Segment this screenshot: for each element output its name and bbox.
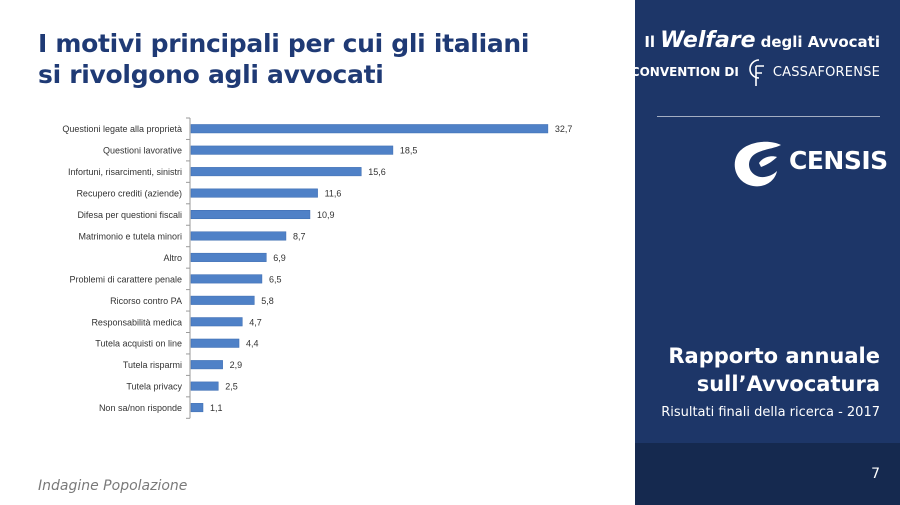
cassaforense-name: CASSAFORENSE — [772, 64, 880, 80]
value-label: 15,6 — [368, 167, 386, 177]
value-label: 4,4 — [246, 339, 259, 349]
welfare-brand: Il Welfare degli Avvocati — [644, 28, 880, 53]
category-label: Infortuni, risarcimenti, sinistri — [68, 167, 182, 177]
value-label: 6,9 — [273, 253, 286, 263]
category-label: Matrimonio e tutela minori — [78, 231, 182, 241]
category-label: Tutela acquisti on line — [95, 339, 182, 349]
value-label: 5,8 — [261, 296, 274, 306]
report-title: Rapporto annuale sull’Avvocatura — [668, 342, 880, 398]
sidebar-panel: Il Welfare degli Avvocati CONVENTION DI … — [631, 0, 900, 505]
bar — [190, 188, 318, 198]
bar — [190, 145, 394, 155]
value-label: 11,6 — [325, 189, 342, 199]
page-number: 7 — [871, 466, 880, 482]
bar — [190, 274, 263, 284]
bar — [190, 252, 267, 262]
category-label: Recupero crediti (aziende) — [76, 189, 182, 199]
slide-title: I motivi principali per cui gli italiani… — [38, 28, 598, 90]
sidebar-bottom-band — [635, 443, 900, 505]
bar — [190, 403, 204, 413]
bar-chart: Questioni legate alla proprietà 32,7 Quest… — [62, 117, 573, 419]
value-label: 4,7 — [249, 317, 262, 327]
report-title-line2: sull’Avvocatura — [696, 372, 880, 396]
bar — [190, 381, 219, 391]
bar — [190, 338, 240, 348]
bar — [190, 231, 287, 241]
category-label: Non sa/non risponde — [99, 403, 182, 413]
convention-line: CONVENTION DI CASSAFORENSE — [631, 57, 880, 87]
category-label: Difesa per questioni fiscali — [77, 210, 182, 220]
category-label: Problemi di carattere penale — [69, 274, 182, 284]
category-label: Ricorso contro PA — [110, 296, 182, 306]
bar — [190, 124, 549, 134]
bar — [190, 210, 311, 220]
value-label: 6,5 — [269, 274, 282, 284]
censis-name: CENSIS — [789, 145, 888, 175]
value-label: 2,9 — [230, 360, 243, 370]
value-label: 1,1 — [210, 403, 223, 413]
bar — [190, 295, 255, 305]
value-label: 32,7 — [555, 124, 573, 134]
category-label: Questioni legate alla proprietà — [62, 124, 182, 134]
category-label: Tutela risparmi — [123, 360, 182, 370]
bar — [190, 167, 362, 177]
bar — [190, 317, 243, 327]
brand-name: Welfare — [660, 28, 756, 53]
bar — [190, 360, 223, 370]
category-label: Tutela privacy — [126, 382, 182, 392]
slide-title-line1: I motivi principali per cui gli italiani — [38, 29, 530, 58]
value-label: 8,7 — [293, 231, 306, 241]
category-label: Responsabilità medica — [91, 317, 182, 327]
report-title-line1: Rapporto annuale — [668, 344, 880, 368]
convention-label: CONVENTION DI — [630, 65, 739, 79]
brand-prefix: Il — [644, 33, 656, 51]
category-label: Altro — [163, 253, 182, 263]
value-label: 2,5 — [225, 382, 238, 392]
brand-suffix: degli Avvocati — [760, 33, 880, 51]
footer-note: Indagine Popolazione — [38, 478, 188, 494]
censis-logo-icon — [734, 141, 781, 187]
report-subtitle: Risultati finali della ricerca - 2017 — [661, 405, 880, 420]
sidebar-divider — [657, 116, 880, 117]
category-label: Questioni lavorative — [103, 146, 182, 156]
censis-logo: CENSIS — [731, 137, 888, 189]
value-label: 18,5 — [400, 146, 418, 156]
value-label: 10,9 — [317, 210, 335, 220]
slide-title-line2: si rivolgono agli avvocati — [38, 60, 384, 89]
cassaforense-logo-icon — [749, 59, 764, 86]
